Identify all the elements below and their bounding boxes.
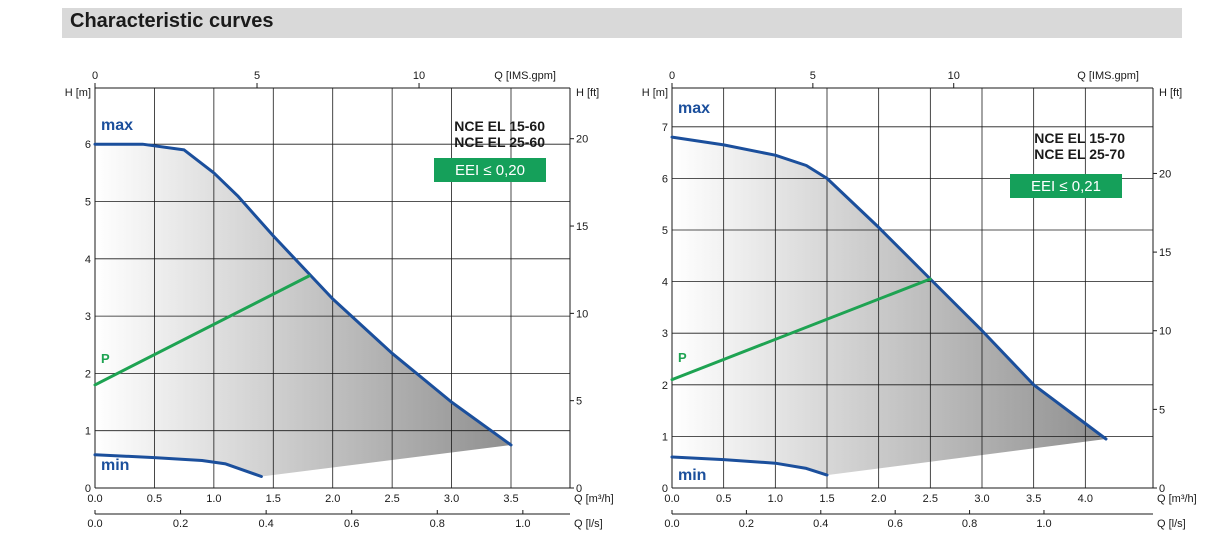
ft-tick-label: 5 <box>1159 404 1165 416</box>
x-axis-label: Q [m³/h] <box>1157 493 1197 505</box>
eei-badge <box>434 158 546 182</box>
model-name: NCE EL 15-70 <box>1034 130 1125 146</box>
y-tick-label: 7 <box>662 122 668 134</box>
y-tick-label: 1 <box>662 431 668 443</box>
ls-axis-label: Q [l/s] <box>574 518 603 530</box>
series-line-p <box>670 277 932 382</box>
ft-tick-label: 15 <box>576 221 588 233</box>
ls-tick-label: 0.8 <box>430 518 445 530</box>
x-tick-label: 3.5 <box>1026 493 1041 505</box>
ls-tick-label: 0.4 <box>258 518 273 530</box>
ft-tick-label: 10 <box>1159 326 1171 338</box>
ls-tick-label: 0.2 <box>173 518 188 530</box>
x-tick-label: 0.5 <box>716 493 731 505</box>
series-label-max: max <box>101 117 133 134</box>
x-tick-label: 0.0 <box>664 493 679 505</box>
y-tick-label: 5 <box>85 197 91 209</box>
y-tick-label: 2 <box>85 368 91 380</box>
x-tick-label: 3.0 <box>974 493 989 505</box>
x-tick-label: 2.0 <box>325 493 340 505</box>
ls-tick-label: 0.0 <box>664 518 679 530</box>
series-line-min <box>670 455 829 477</box>
x-tick-label: 0.0 <box>87 493 102 505</box>
gpm-axis-label: Q [IMS.gpm] <box>494 70 556 82</box>
y-tick-label: 3 <box>662 328 668 340</box>
gpm-tick-label: 5 <box>254 70 260 82</box>
ft-tick-label: 15 <box>1159 247 1171 259</box>
eei-badge <box>1010 174 1122 198</box>
ft-tick-label: 20 <box>1159 168 1171 180</box>
y-axis-label: H [m] <box>642 87 668 99</box>
gpm-tick-label: 10 <box>413 70 425 82</box>
ls-tick-label: 1.0 <box>515 518 530 530</box>
gpm-tick-label: 5 <box>810 70 816 82</box>
x-tick-label: 2.5 <box>384 493 399 505</box>
ls-tick-label: 0.2 <box>739 518 754 530</box>
y-tick-label: 6 <box>85 139 91 151</box>
y-tick-label: 0 <box>85 483 91 495</box>
ft-tick-label: 5 <box>576 396 582 408</box>
x-tick-label: 2.0 <box>871 493 886 505</box>
x-tick-label: 1.0 <box>206 493 221 505</box>
x-axis-label: Q [m³/h] <box>574 493 614 505</box>
series-label-max: max <box>678 100 710 117</box>
model-name: NCE EL 25-70 <box>1034 146 1125 162</box>
ft-axis-label: H [ft] <box>1159 87 1182 99</box>
y-tick-label: 4 <box>662 277 668 289</box>
section-header: Characteristic curves <box>62 8 1182 38</box>
gpm-tick-label: 10 <box>948 70 960 82</box>
ft-axis-label: H [ft] <box>576 87 599 99</box>
y-axis-label: H [m] <box>65 87 91 99</box>
x-tick-label: 3.5 <box>503 493 518 505</box>
ft-tick-label: 0 <box>1159 483 1165 495</box>
series-line-min <box>93 453 263 478</box>
section-title: Characteristic curves <box>70 10 274 32</box>
y-tick-label: 4 <box>85 254 91 266</box>
series-line-p <box>93 274 311 387</box>
series-line-max <box>670 135 1108 441</box>
ls-tick-label: 0.4 <box>813 518 828 530</box>
x-tick-label: 2.5 <box>923 493 938 505</box>
ft-tick-label: 20 <box>576 134 588 146</box>
series-label-p: P <box>678 350 687 365</box>
operating-area <box>95 144 511 477</box>
y-tick-label: 3 <box>85 311 91 323</box>
series-label-min: min <box>678 467 706 484</box>
x-tick-label: 1.5 <box>819 493 834 505</box>
gpm-tick-label: 0 <box>669 70 675 82</box>
x-tick-label: 4.0 <box>1078 493 1093 505</box>
ls-tick-label: 0.8 <box>962 518 977 530</box>
y-tick-label: 6 <box>662 173 668 185</box>
chart-left: 0.0 0.2 0.4 0.6 0.8 1.0 Q [l/s] 0.0 0.5 1.0 1.5 2.0… <box>65 70 614 530</box>
y-tick-label: 2 <box>662 380 668 392</box>
y-tick-label: 1 <box>85 426 91 438</box>
ls-tick-label: 0.6 <box>888 518 903 530</box>
x-tick-label: 1.0 <box>768 493 783 505</box>
y-tick-label: 5 <box>662 225 668 237</box>
ft-tick-label: 10 <box>576 308 588 320</box>
model-name: NCE EL 15-60 <box>454 118 545 134</box>
eei-label: EEI ≤ 0,20 <box>455 162 525 179</box>
series-label-min: min <box>101 457 129 474</box>
eei-label: EEI ≤ 0,21 <box>1031 178 1101 195</box>
ls-axis-label: Q [l/s] <box>1157 518 1186 530</box>
y-tick-label: 0 <box>662 483 668 495</box>
gpm-axis-label: Q [IMS.gpm] <box>1077 70 1139 82</box>
ls-tick-label: 0.0 <box>87 518 102 530</box>
ls-tick-label: 0.6 <box>344 518 359 530</box>
x-tick-label: 3.0 <box>444 493 459 505</box>
operating-area <box>672 137 1106 476</box>
x-tick-label: 0.5 <box>147 493 162 505</box>
ft-tick-label: 0 <box>576 483 582 495</box>
model-name: NCE EL 25-60 <box>454 134 545 150</box>
series-label-p: P <box>101 351 110 366</box>
chart-right: 0.0 0.2 0.4 0.6 0.8 1.0 Q [l/s] 0.0 0.5 1.0 1.5 2.0… <box>642 70 1197 530</box>
series-line-max <box>93 142 513 447</box>
gpm-tick-label: 0 <box>92 70 98 82</box>
ls-tick-label: 1.0 <box>1036 518 1051 530</box>
x-tick-label: 1.5 <box>266 493 281 505</box>
